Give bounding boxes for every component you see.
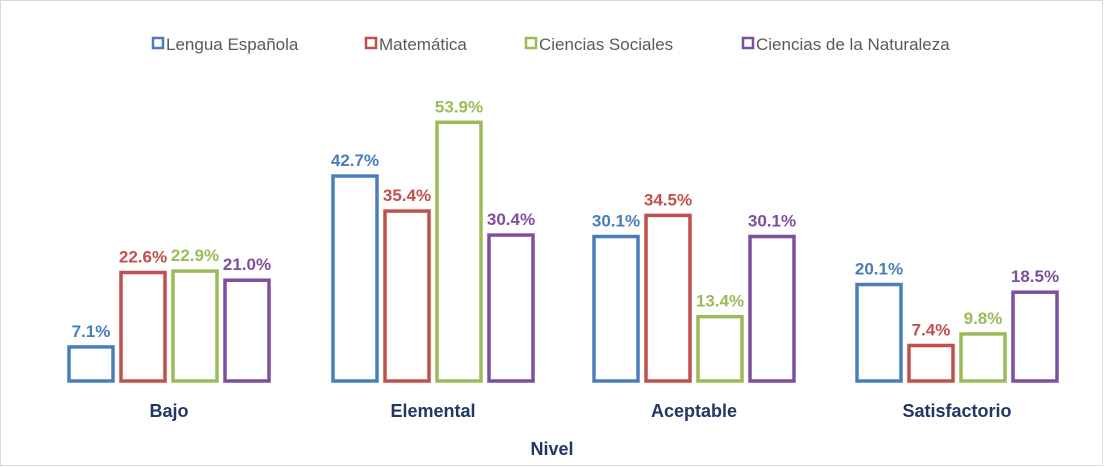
bar <box>644 213 692 383</box>
bar <box>223 278 271 383</box>
category-label: Elemental <box>390 401 475 421</box>
bar <box>119 270 167 383</box>
legend-swatch <box>524 36 538 50</box>
bar <box>1011 290 1059 383</box>
data-label: 42.7% <box>331 151 379 170</box>
bar <box>748 234 796 383</box>
category-label: Aceptable <box>651 401 737 421</box>
legend-label: Lengua Española <box>166 35 299 54</box>
x-axis-title: Nivel <box>530 439 573 459</box>
bar <box>331 174 379 383</box>
data-label: 7.4% <box>912 320 951 339</box>
data-label: 20.1% <box>855 260 903 279</box>
data-label: 30.4% <box>487 210 535 229</box>
bar <box>907 343 955 383</box>
bar <box>592 234 640 383</box>
bar <box>855 282 903 383</box>
data-label: 18.5% <box>1011 267 1059 286</box>
bar <box>959 332 1007 383</box>
legend-item-matematica: Matemática <box>364 35 467 54</box>
data-labels-group: 7.1% 22.6% 22.9% 21.0% 42.7%35.4% 53.9% 30.4% 3… <box>72 97 1059 341</box>
data-label: 22.6% <box>119 248 167 267</box>
data-label: 34.5% <box>644 190 692 209</box>
data-label: 22.9% <box>171 246 219 265</box>
category-labels-group: Bajo Elemental Aceptable Satisfactorio <box>149 401 1011 421</box>
legend-label: Ciencias de la Naturaleza <box>756 35 950 54</box>
bars-group <box>67 120 1059 383</box>
data-label: 30.1% <box>748 212 796 231</box>
data-label: 13.4% <box>696 292 744 311</box>
legend-swatch <box>741 36 755 50</box>
legend: Lengua Española Matemática Ciencias Soci… <box>151 35 950 54</box>
data-label: 35.4% <box>383 186 431 205</box>
data-label: 30.1% <box>592 212 640 231</box>
category-label: Bajo <box>149 401 188 421</box>
data-label: 7.1% <box>72 322 111 341</box>
data-label: 21.0% <box>223 255 271 274</box>
category-label: Satisfactorio <box>902 401 1011 421</box>
bar <box>487 233 535 383</box>
legend-swatch <box>364 36 378 50</box>
data-label: 53.9% <box>435 97 483 116</box>
legend-item-lengua-espanola: Lengua Española <box>151 35 299 54</box>
legend-label: Matemática <box>379 35 467 54</box>
bar <box>67 345 115 383</box>
data-label: 9.8% <box>964 309 1003 328</box>
legend-label: Ciencias Sociales <box>539 35 673 54</box>
legend-item-ciencias-sociales: Ciencias Sociales <box>524 35 673 54</box>
bar <box>383 209 431 383</box>
legend-swatch <box>151 36 165 50</box>
bar <box>171 269 219 383</box>
bar <box>435 120 483 383</box>
legend-item-ciencias-naturaleza: Ciencias de la Naturaleza <box>741 35 950 54</box>
bar <box>696 314 744 383</box>
